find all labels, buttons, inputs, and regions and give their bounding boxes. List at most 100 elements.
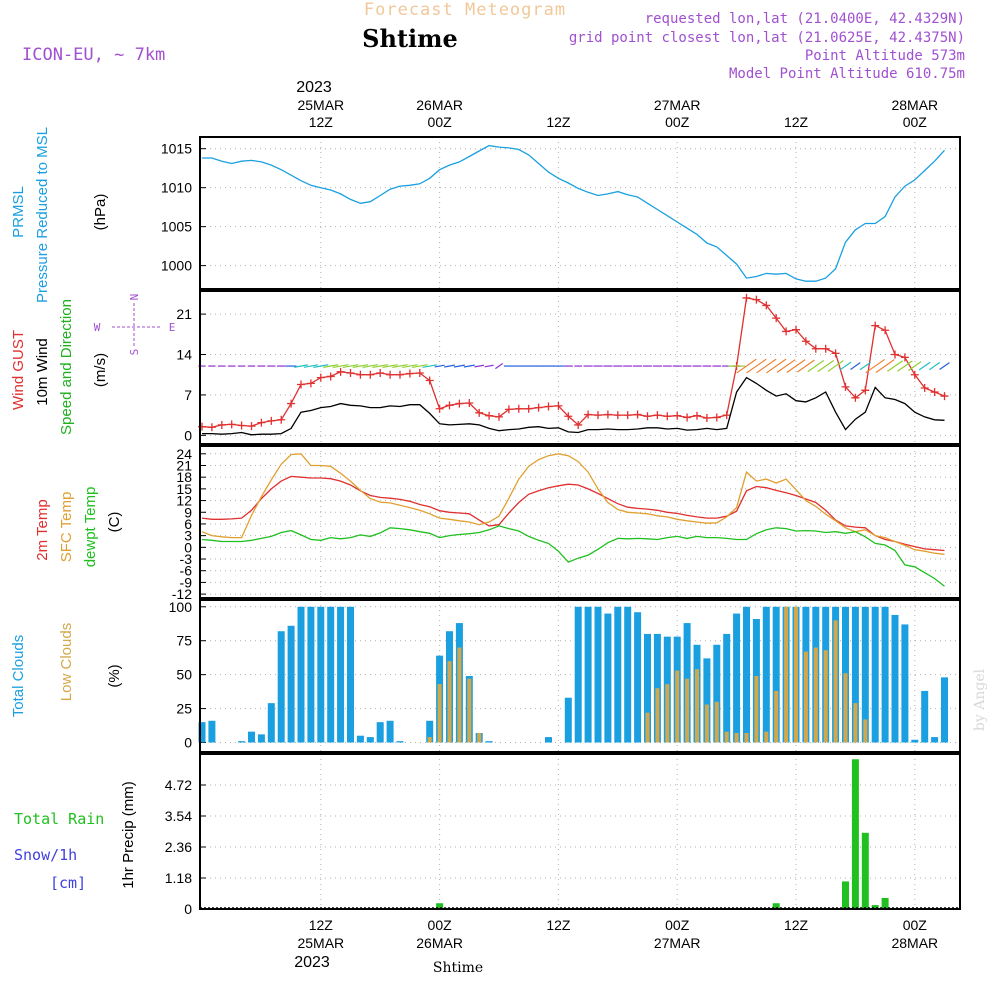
pressure-panel: 1000 1005 1010 1015 [161,136,961,290]
gust-marker [396,370,404,379]
label-wind-gust: Wind GUST [10,330,27,410]
gust-marker [772,314,781,323]
precip-labels: Total Rain Snow/1h [cm] 1hr Precip (mm) [14,781,137,892]
low-cloud-bar [823,650,828,743]
gust-marker [574,420,583,429]
gust-marker [900,353,909,362]
wind-arrow [411,364,428,369]
total-cloud-bar [327,606,335,743]
label-snow-cm: [cm] [50,874,86,892]
wind-arrow [444,364,455,368]
gust-marker [940,392,949,401]
wind-labels: Wind GUST 10m Wind Speed and Direction (… [10,294,175,435]
top-date-label: 28MAR [891,97,938,113]
model-label: ICON-EU, ~ 7km [22,45,165,65]
gust-marker [673,411,682,420]
wind-arrow [746,358,767,374]
low-cloud-bar [794,606,798,743]
gust-marker [514,404,523,413]
total-cloud-bar [881,606,889,743]
y-tick-label: 25 [176,701,192,717]
wind-arrow [875,359,895,373]
top-year: 2023 [296,79,332,96]
pressure-labels: PRMSL Pressure Reduced to MSL (hPa) [10,127,109,303]
total-cloud-bar [604,613,612,743]
compass-east: E [169,321,176,334]
total-cloud-bar [762,606,770,743]
total-cloud-bar [376,722,384,743]
label-prmsl: PRMSL [10,186,27,238]
series-line [202,376,945,436]
gust-marker [544,402,553,411]
gust-marker [861,386,870,395]
precip-bar [772,903,780,909]
gust-marker [257,418,266,427]
label-hpa: (hPa) [92,194,109,231]
low-cloud-bar [724,731,729,743]
low-cloud-bar [764,731,769,743]
y-tick-label: 1.18 [165,870,192,886]
y-tick-label: -12 [172,586,192,602]
low-cloud-bar [437,684,442,743]
gust-marker [316,373,325,382]
gust-marker [306,379,315,388]
label-speed-direction: Speed and Direction [58,299,75,435]
low-cloud-bar [457,647,462,743]
total-cloud-bar [941,677,948,743]
gust-marker [425,376,434,385]
gust-marker [227,420,236,429]
gust-marker [891,350,899,359]
y-tick-label: 14 [176,347,192,363]
panel-frame [199,753,961,910]
low-cloud-bar [784,606,789,743]
gust-marker [712,413,721,422]
bottom-hour-label: 12Z [784,917,809,933]
gust-marker [841,382,850,391]
low-cloud-bar [685,678,690,743]
wind-arrow [422,364,437,368]
station-title: Shtime [362,24,458,53]
gust-marker [445,401,454,410]
y-tick-label: 0 [184,901,192,917]
gust-marker [623,411,632,420]
gust-marker [881,326,890,335]
total-cloud-bar [723,633,731,743]
wind-arrow [859,361,871,371]
y-tick-label: -6 [180,563,193,579]
total-cloud-bar [347,606,354,743]
gust-marker [287,399,296,408]
wind-arrow [303,364,318,368]
y-tick-label: -3 [180,551,193,567]
gust-marker [297,380,305,389]
low-cloud-bar [843,673,848,743]
bottom-date-label: 26MAR [416,935,463,951]
total-cloud-bar [287,625,295,743]
y-tick-label: 100 [169,599,193,615]
top-hour-label: 12Z [784,114,809,130]
gust-marker [653,411,662,420]
y-tick-label: 50 [176,667,192,683]
total-cloud-bar [594,606,602,743]
label-total-rain: Total Rain [14,810,104,828]
bottom-date-label: 27MAR [654,935,701,951]
bottom-hour-label: 00Z [903,917,928,933]
gust-marker [702,414,711,423]
bottom-year: 2023 [294,954,330,971]
gust-marker [564,412,573,421]
wind-arrow [372,364,389,369]
y-tick-label: 2.36 [165,839,192,855]
gust-marker [405,369,414,378]
y-tick-label: 6 [184,516,192,532]
low-cloud-bar [744,733,749,743]
bottom-hour-label: 12Z [309,917,334,933]
wind-arrow [474,364,484,368]
gust-marker [910,370,919,379]
top-hour-label: 12Z [309,114,334,130]
wind-arrow [797,359,815,373]
gust-marker [762,301,771,310]
wind-arrow [736,358,757,374]
wind-arrow [887,360,903,372]
gust-marker [683,413,692,422]
